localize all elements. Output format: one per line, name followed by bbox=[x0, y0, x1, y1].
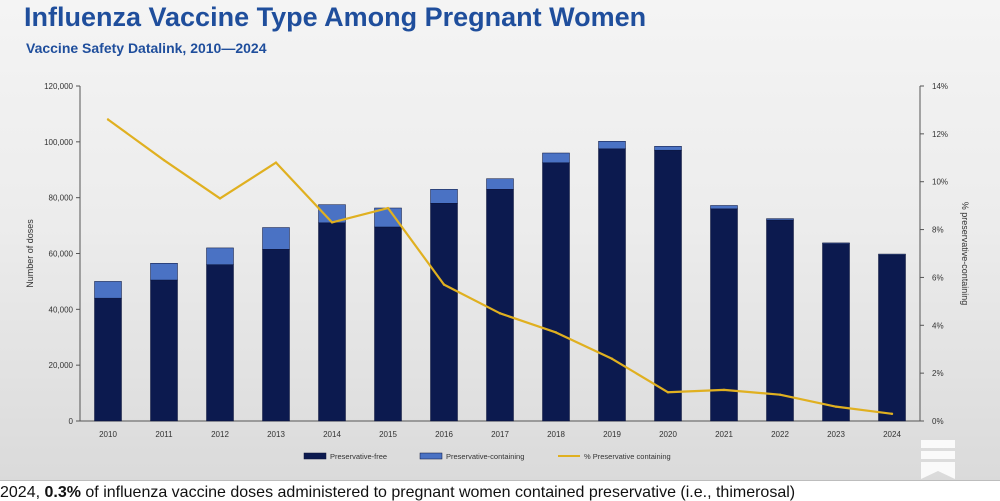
bar-preservative-free bbox=[486, 189, 514, 422]
bar-preservative-containing bbox=[710, 205, 738, 210]
bookmark-button[interactable] bbox=[917, 437, 959, 481]
x-tick-label: 2016 bbox=[435, 430, 453, 439]
caption-highlight: 0.3% bbox=[44, 484, 81, 501]
line-point bbox=[722, 388, 726, 392]
bookmark-icon bbox=[921, 440, 955, 479]
x-tick-label: 2019 bbox=[603, 430, 621, 439]
line-point bbox=[274, 161, 278, 164]
line-point bbox=[498, 312, 502, 315]
bar-preservative-free bbox=[654, 149, 682, 422]
bar-preservative-free bbox=[878, 254, 906, 422]
line-point bbox=[330, 221, 334, 224]
bar-preservative-free bbox=[318, 222, 346, 422]
y-axis-label: Number of doses bbox=[25, 219, 35, 288]
y-tick-label: 60,000 bbox=[49, 250, 74, 259]
y2-tick-label: 2% bbox=[932, 369, 944, 378]
line-point bbox=[778, 393, 782, 396]
bar-preservative-containing bbox=[150, 263, 178, 281]
bar-preservative-containing bbox=[542, 152, 570, 164]
bar-preservative-free bbox=[710, 208, 738, 422]
y2-axis-label: % preservative-containing bbox=[960, 202, 970, 306]
line-point bbox=[610, 357, 614, 360]
caption-rest: of influenza vaccine doses administered … bbox=[80, 484, 796, 501]
y-tick-label: 20,000 bbox=[49, 361, 74, 370]
x-tick-label: 2021 bbox=[715, 430, 733, 439]
bar-preservative-containing bbox=[654, 146, 682, 151]
y2-tick-label: 4% bbox=[932, 321, 944, 330]
chart-title: Influenza Vaccine Type Among Pregnant Wo… bbox=[24, 2, 647, 32]
x-tick-label: 2015 bbox=[379, 430, 397, 439]
x-tick-label: 2017 bbox=[491, 430, 509, 439]
bar-preservative-free bbox=[598, 148, 626, 422]
x-tick-label: 2024 bbox=[883, 430, 901, 439]
line-point bbox=[442, 283, 446, 286]
caption-text: 2024, 0.3% of influenza vaccine doses ad… bbox=[0, 484, 795, 501]
legend-preservative-free-swatch bbox=[303, 452, 327, 460]
bar-preservative-containing bbox=[598, 141, 626, 150]
bar-preservative-containing bbox=[262, 227, 290, 250]
x-tick-label: 2022 bbox=[771, 430, 789, 439]
bar-preservative-free bbox=[430, 203, 458, 422]
x-tick-label: 2023 bbox=[827, 430, 845, 439]
caption-strip: 2024, 0.3% of influenza vaccine doses ad… bbox=[0, 480, 1000, 501]
y-tick-label: 80,000 bbox=[49, 194, 74, 203]
line-point bbox=[890, 412, 894, 416]
line-point bbox=[554, 331, 558, 334]
chart-subtitle: Vaccine Safety Datalink, 2010—2024 bbox=[26, 40, 267, 56]
bar-preservative-containing bbox=[430, 189, 458, 204]
bar-preservative-containing bbox=[94, 281, 122, 299]
y-tick-label: 40,000 bbox=[49, 305, 74, 314]
bar-preservative-free bbox=[542, 162, 570, 422]
x-tick-label: 2012 bbox=[211, 430, 229, 439]
line-point bbox=[834, 405, 838, 408]
x-tick-label: 2013 bbox=[267, 430, 285, 439]
y2-tick-label: 0% bbox=[932, 417, 944, 426]
y-tick-label: 0 bbox=[69, 417, 74, 426]
y2-tick-label: 14% bbox=[932, 82, 948, 91]
bar-preservative-free bbox=[766, 219, 794, 422]
x-tick-label: 2010 bbox=[99, 430, 117, 439]
bar-preservative-free bbox=[150, 279, 178, 422]
chart-area: 0 20,000 40,000 60,000 80,000 100,000 120,000 0… bbox=[25, 82, 970, 461]
y2-tick-label: 12% bbox=[932, 130, 948, 139]
line-point bbox=[106, 118, 110, 121]
bar-preservative-containing bbox=[822, 242, 850, 244]
legend-percent-containing-label: % Preservative containing bbox=[584, 452, 671, 461]
caption-prefix: 2024, bbox=[0, 484, 45, 501]
legend-preservative-containing-label: Preservative-containing bbox=[446, 452, 524, 461]
bar-preservative-free bbox=[262, 249, 290, 422]
bar-preservative-free bbox=[94, 297, 122, 422]
line-point bbox=[218, 197, 222, 200]
bar-preservative-free bbox=[374, 226, 402, 422]
legend-preservative-containing-swatch bbox=[419, 452, 443, 460]
bar-preservative-containing bbox=[486, 178, 514, 190]
line-point bbox=[386, 206, 390, 210]
x-tick-label: 2011 bbox=[155, 430, 173, 439]
y-tick-label: 100,000 bbox=[44, 138, 73, 147]
bar-preservative-containing bbox=[206, 247, 234, 265]
x-tick-label: 2018 bbox=[547, 430, 565, 439]
legend-preservative-free-label: Preservative-free bbox=[330, 452, 387, 461]
y2-tick-label: 6% bbox=[932, 273, 944, 282]
y2-tick-label: 10% bbox=[932, 178, 948, 187]
y2-tick-label: 8% bbox=[932, 226, 944, 235]
x-tick-label: 2020 bbox=[659, 430, 677, 439]
x-tick-label: 2014 bbox=[323, 430, 341, 439]
bar-preservative-free bbox=[206, 264, 234, 422]
bar-preservative-containing bbox=[766, 218, 794, 221]
y-tick-label: 120,000 bbox=[44, 82, 73, 91]
line-point bbox=[162, 158, 166, 162]
bar-preservative-free bbox=[822, 243, 850, 422]
line-point bbox=[666, 391, 670, 394]
bar-preservative-containing bbox=[878, 253, 906, 256]
